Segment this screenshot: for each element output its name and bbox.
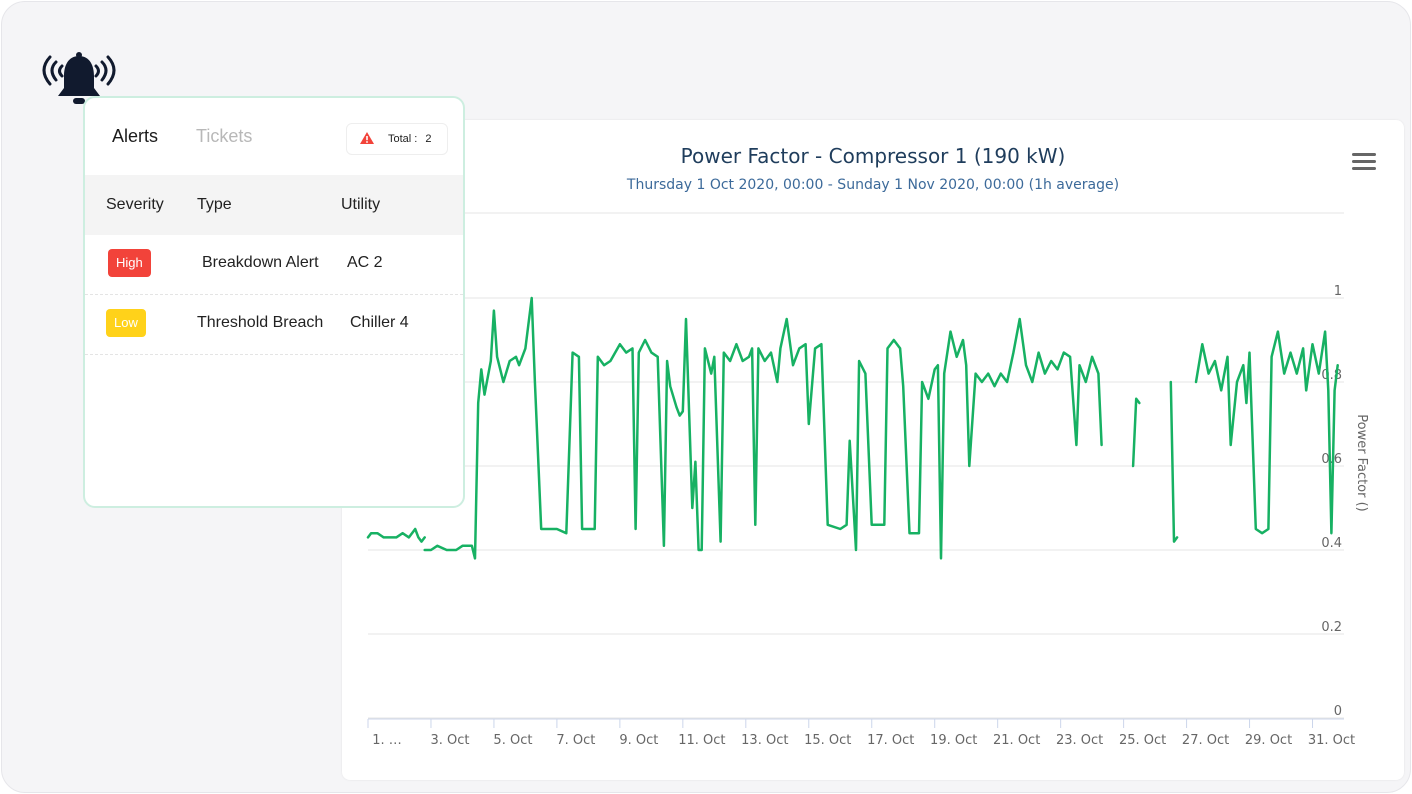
column-utility: Utility [341, 196, 381, 213]
series-line [1131, 397, 1141, 468]
column-severity: Severity [106, 196, 164, 213]
x-tick-label: 7. Oct [556, 733, 595, 748]
y-axis-title: Power Factor () [1354, 414, 1369, 512]
tab-tickets[interactable]: Tickets [196, 126, 253, 146]
alert-utility: AC 2 [347, 254, 383, 271]
y-tick-label: 0 [1334, 704, 1342, 719]
x-tick-label: 21. Oct [993, 733, 1040, 748]
x-tick-label: 27. Oct [1182, 733, 1229, 748]
chart-subtitle: Thursday 1 Oct 2020, 00:00 - Sunday 1 No… [626, 177, 1120, 193]
chart-card: Power Factor - Compressor 1 (190 kW) Thu… [342, 120, 1404, 780]
series-line [1169, 380, 1179, 543]
table-header: Severity Type Utility [85, 175, 463, 235]
total-label: Total : [388, 133, 418, 145]
alert-type: Breakdown Alert [202, 254, 319, 271]
alert-utility: Chiller 4 [350, 314, 409, 331]
alert-type: Threshold Breach [197, 314, 324, 331]
x-tick-label: 13. Oct [741, 733, 788, 748]
hamburger-menu-icon[interactable] [1352, 153, 1376, 173]
series-line [423, 296, 1103, 560]
y-tick-label: 0.4 [1321, 536, 1342, 551]
x-tick-label: 29. Oct [1245, 733, 1292, 748]
x-tick-label: 11. Oct [678, 733, 725, 748]
x-tick-label: 25. Oct [1119, 733, 1166, 748]
x-tick-label: 19. Oct [930, 733, 977, 748]
x-tick-label: 5. Oct [493, 733, 532, 748]
y-tick-label: 0.8 [1321, 368, 1342, 383]
warning-triangle-icon [359, 131, 375, 148]
alert-row[interactable]: Low Threshold Breach Chiller 4 [85, 295, 463, 355]
x-tick-label: 15. Oct [804, 733, 851, 748]
total-badge: Total : 2 [346, 123, 448, 155]
alert-row[interactable]: High Breakdown Alert AC 2 [85, 235, 463, 295]
tab-alerts[interactable]: Alerts [112, 126, 159, 146]
y-tick-label: 0.6 [1321, 452, 1342, 467]
severity-badge-high: High [108, 249, 151, 277]
series-line [366, 527, 426, 543]
y-tick-label: 1 [1334, 284, 1342, 299]
x-tick-label: 31. Oct [1308, 733, 1355, 748]
y-tick-label: 0.2 [1321, 620, 1342, 635]
total-count: 2 [425, 133, 432, 145]
series-line [1194, 330, 1339, 535]
x-tick-label: 1. … [372, 733, 402, 748]
x-tick-label: 17. Oct [867, 733, 914, 748]
x-tick-label: 23. Oct [1056, 733, 1103, 748]
chart-title: Power Factor - Compressor 1 (190 kW) [680, 144, 1066, 168]
x-tick-label: 9. Oct [619, 733, 658, 748]
x-tick-label: 3. Oct [430, 733, 469, 748]
severity-badge-low: Low [106, 309, 146, 337]
column-type: Type [197, 196, 232, 213]
alerts-panel: Alerts Tickets Total : 2 Severity Type U… [83, 96, 465, 508]
bell-ringing-icon[interactable] [40, 48, 120, 112]
